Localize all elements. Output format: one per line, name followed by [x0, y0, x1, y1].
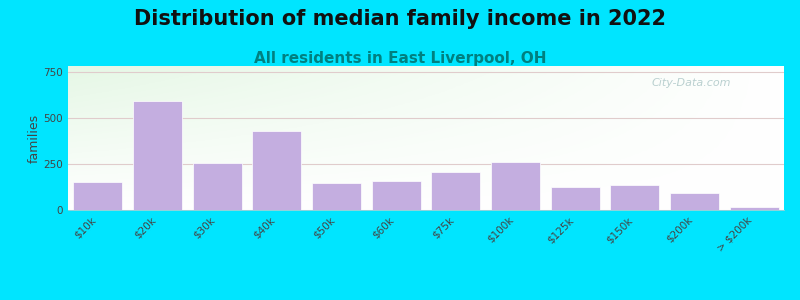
Bar — [610, 185, 659, 210]
Bar — [74, 182, 122, 210]
Y-axis label: families: families — [28, 113, 41, 163]
Bar — [133, 101, 182, 210]
Bar — [252, 130, 302, 210]
Bar — [193, 163, 242, 210]
Bar — [730, 207, 778, 210]
Bar — [491, 162, 540, 210]
Bar — [312, 183, 361, 210]
Bar — [431, 172, 480, 210]
Bar — [670, 194, 719, 210]
Text: All residents in East Liverpool, OH: All residents in East Liverpool, OH — [254, 51, 546, 66]
Text: City-Data.com: City-Data.com — [651, 78, 730, 88]
Bar — [550, 187, 600, 210]
Text: Distribution of median family income in 2022: Distribution of median family income in … — [134, 9, 666, 29]
Bar — [372, 182, 421, 210]
